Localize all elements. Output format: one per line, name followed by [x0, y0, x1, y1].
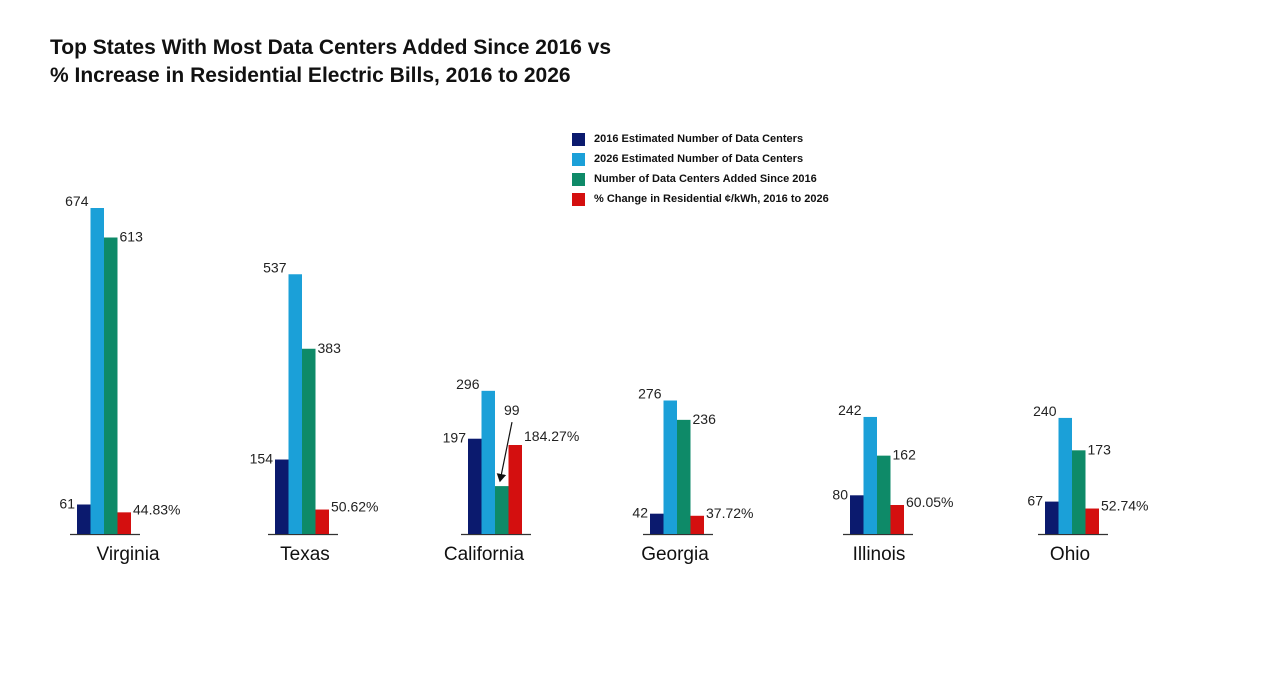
value-label-california-series-2: 99	[504, 402, 520, 418]
value-label-ohio-series-2: 173	[1088, 441, 1112, 457]
bar-georgia-series-2	[677, 419, 691, 534]
bar-georgia-series-0	[650, 513, 664, 534]
value-label-texas-series-2: 383	[318, 340, 342, 356]
legend-item-2026: 2026 Estimated Number of Data Centers	[572, 149, 829, 169]
value-label-ohio-series-0: 67	[1027, 493, 1043, 509]
legend-swatch-pct-change	[572, 192, 585, 206]
bar-texas-series-1	[288, 274, 302, 534]
value-label-virginia-series-2: 613	[120, 229, 144, 245]
value-label-texas-series-3: 50.62%	[331, 499, 378, 515]
chart-legend: 2016 Estimated Number of Data Centers 20…	[572, 129, 829, 209]
legend-item-2016: 2016 Estimated Number of Data Centers	[572, 129, 829, 149]
value-label-california-series-1: 296	[456, 376, 480, 392]
bar-texas-series-2	[302, 348, 316, 534]
value-label-virginia-series-0: 61	[59, 495, 75, 511]
bar-virginia-series-0	[77, 504, 91, 534]
value-label-illinois-series-2: 162	[893, 447, 917, 463]
legend-swatch-2016	[572, 132, 585, 146]
bar-ohio-series-3	[1085, 508, 1099, 534]
value-label-georgia-series-1: 276	[638, 386, 662, 402]
bar-georgia-series-3	[690, 515, 704, 534]
callout-arrow-california	[496, 421, 513, 483]
bar-virginia-series-1	[90, 208, 104, 534]
chart-title-block: Top States With Most Data Centers Added …	[50, 34, 611, 90]
legend-item-added: Number of Data Centers Added Since 2016	[572, 169, 829, 189]
category-label-texas: Texas	[280, 544, 330, 565]
legend-label-added: Number of Data Centers Added Since 2016	[594, 173, 817, 185]
legend-label-2016: 2016 Estimated Number of Data Centers	[594, 133, 804, 145]
value-label-georgia-series-3: 37.72%	[706, 505, 753, 521]
bar-california-series-2	[495, 486, 509, 534]
value-label-illinois-series-1: 242	[838, 402, 862, 418]
category-label-ohio: Ohio	[1050, 544, 1090, 565]
value-label-california-series-0: 197	[443, 430, 467, 446]
bar-illinois-series-3	[890, 504, 904, 534]
value-label-illinois-series-3: 60.05%	[906, 494, 953, 510]
legend-label-2026: 2026 Estimated Number of Data Centers	[594, 153, 804, 165]
bar-ohio-series-0	[1045, 501, 1059, 534]
category-label-california: California	[444, 544, 525, 565]
bar-california-series-3	[508, 445, 522, 534]
bar-california-series-0	[468, 438, 482, 534]
value-label-california-series-3: 184.27%	[524, 428, 579, 444]
bar-texas-series-3	[315, 509, 329, 534]
value-label-georgia-series-0: 42	[632, 505, 648, 521]
bar-illinois-series-1	[863, 416, 877, 534]
legend-swatch-2026	[572, 152, 585, 166]
legend-item-pct-change: % Change in Residential ¢/kWh, 2016 to 2…	[572, 189, 829, 209]
bar-ohio-series-1	[1058, 417, 1072, 534]
bar-ohio-series-2	[1072, 450, 1086, 534]
value-label-texas-series-0: 154	[250, 451, 274, 467]
value-label-georgia-series-2: 236	[693, 411, 717, 427]
value-label-virginia-series-1: 674	[65, 193, 89, 209]
bar-illinois-series-0	[850, 495, 864, 534]
category-label-illinois: Illinois	[853, 544, 906, 565]
bar-illinois-series-2	[877, 455, 891, 534]
bar-texas-series-0	[275, 459, 289, 534]
category-label-georgia: Georgia	[641, 544, 709, 565]
value-label-texas-series-1: 537	[263, 259, 287, 275]
bar-virginia-series-3	[117, 512, 131, 534]
chart-title: Top States With Most Data Centers Added …	[50, 36, 612, 59]
category-label-virginia: Virginia	[96, 544, 159, 565]
legend-label-pct-change: % Change in Residential ¢/kWh, 2016 to 2…	[594, 193, 829, 205]
bar-california-series-1	[481, 390, 495, 534]
legend-swatch-added	[572, 172, 585, 186]
value-label-ohio-series-3: 52.74%	[1101, 498, 1148, 514]
value-label-ohio-series-1: 240	[1033, 403, 1057, 419]
value-label-illinois-series-0: 80	[832, 486, 848, 502]
chart-subtitle: % Increase in Residential Electric Bills…	[50, 64, 571, 87]
bar-virginia-series-2	[104, 237, 118, 534]
value-label-virginia-series-3: 44.83%	[133, 501, 180, 517]
bar-georgia-series-1	[663, 400, 677, 534]
